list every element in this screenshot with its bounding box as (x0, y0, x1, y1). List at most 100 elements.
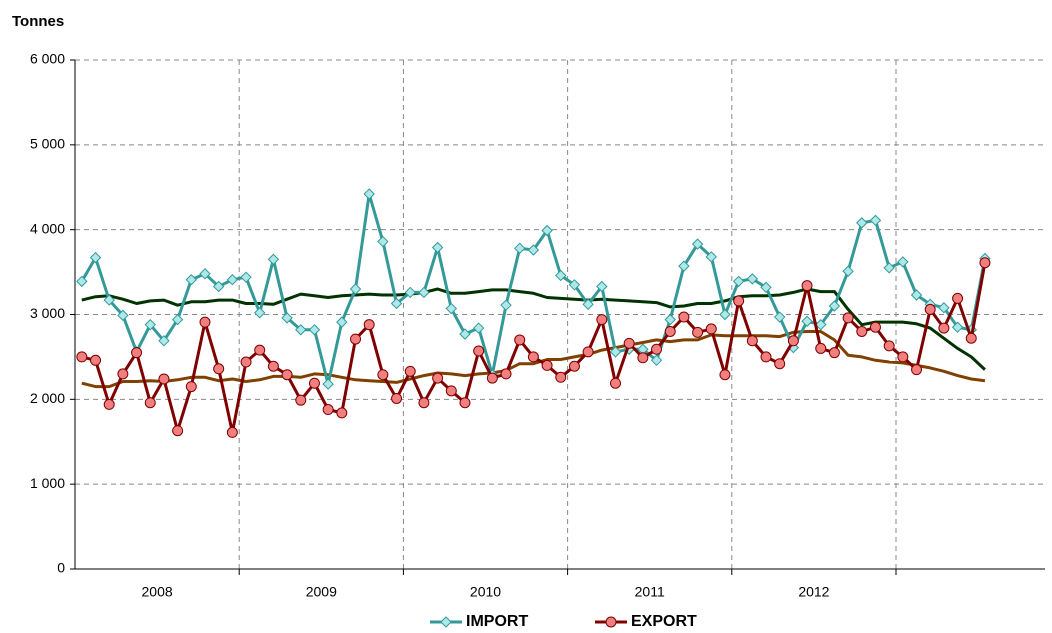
data-point (431, 241, 444, 254)
data-point (76, 275, 88, 288)
data-point (801, 280, 813, 292)
data-point (103, 398, 115, 410)
data-point (719, 308, 731, 321)
data-point (609, 377, 621, 389)
data-point (842, 312, 854, 324)
data-point (678, 260, 690, 272)
data-point (199, 268, 211, 280)
data-point (171, 313, 184, 326)
data-point (404, 365, 416, 377)
x-tick-label: 2008 (142, 584, 173, 600)
data-point (541, 359, 553, 371)
data-point (322, 404, 334, 416)
data-point (705, 323, 717, 335)
data-point (541, 224, 553, 237)
data-point (746, 335, 758, 347)
data-point (144, 397, 156, 409)
data-point (363, 188, 375, 200)
data-point (514, 242, 526, 255)
data-point (911, 364, 923, 376)
data-point (267, 253, 280, 266)
y-tick-label: 3 000 (30, 305, 65, 321)
data-point (336, 316, 348, 328)
x-tick-label: 2009 (306, 584, 337, 600)
data-point (377, 235, 389, 248)
data-point (131, 347, 143, 359)
data-point (664, 313, 676, 326)
legend-label: IMPORT (466, 613, 528, 630)
data-point (213, 363, 225, 375)
data-point (568, 360, 580, 372)
data-point (664, 325, 676, 337)
data-point (951, 321, 964, 333)
data-point (815, 342, 827, 354)
data-point (596, 280, 608, 293)
data-point (295, 324, 307, 336)
data-point (856, 217, 868, 229)
data-point (691, 238, 704, 250)
data-point (158, 373, 170, 385)
data-point (623, 337, 635, 349)
data-point (733, 295, 745, 307)
data-point (472, 322, 485, 334)
data-point (117, 368, 129, 380)
data-point (185, 274, 198, 286)
data-point (240, 356, 252, 368)
data-point (883, 262, 895, 274)
data-point (363, 319, 375, 331)
data-point (418, 397, 430, 409)
data-point (774, 358, 786, 370)
data-point (760, 351, 772, 363)
data-point (440, 616, 452, 628)
x-tick-label: 2012 (798, 584, 829, 600)
data-point (144, 318, 156, 331)
data-point (404, 286, 416, 299)
data-point (349, 283, 362, 295)
data-point (172, 425, 184, 437)
chart-title: Tonnes (12, 13, 64, 30)
data-point (418, 286, 430, 299)
data-point (500, 368, 512, 380)
legend-label: EXPORT (631, 613, 697, 630)
y-tick-label: 2 000 (30, 390, 65, 406)
data-point (869, 214, 882, 227)
data-point (924, 303, 936, 315)
series (81, 330, 986, 389)
y-tick-label: 1 000 (30, 475, 65, 491)
data-point (254, 344, 266, 356)
data-point (596, 314, 608, 326)
data-point (432, 372, 444, 384)
y-tick-label: 4 000 (30, 220, 65, 236)
data-point (445, 302, 457, 315)
data-point (390, 297, 403, 310)
data-point (828, 347, 840, 359)
data-point (254, 307, 266, 319)
data-point (897, 351, 909, 363)
data-point (199, 316, 211, 328)
data-point (391, 392, 403, 404)
series-line (81, 330, 986, 389)
data-point (705, 251, 717, 263)
data-point (732, 275, 745, 288)
data-point (103, 294, 115, 306)
data-point (965, 332, 977, 344)
data-point (281, 312, 293, 324)
data-point (500, 299, 512, 311)
data-point (89, 251, 102, 264)
data-point (308, 324, 321, 336)
data-point (869, 321, 881, 333)
data-point (568, 279, 581, 291)
data-point (938, 322, 950, 334)
data-point (815, 318, 827, 331)
data-point (773, 311, 786, 323)
data-point (377, 369, 389, 381)
data-point (678, 311, 690, 323)
data-point (158, 335, 170, 347)
series (76, 257, 991, 438)
data-point (719, 369, 731, 381)
data-point (828, 300, 841, 312)
data-point (856, 325, 868, 337)
data-point (746, 273, 759, 285)
